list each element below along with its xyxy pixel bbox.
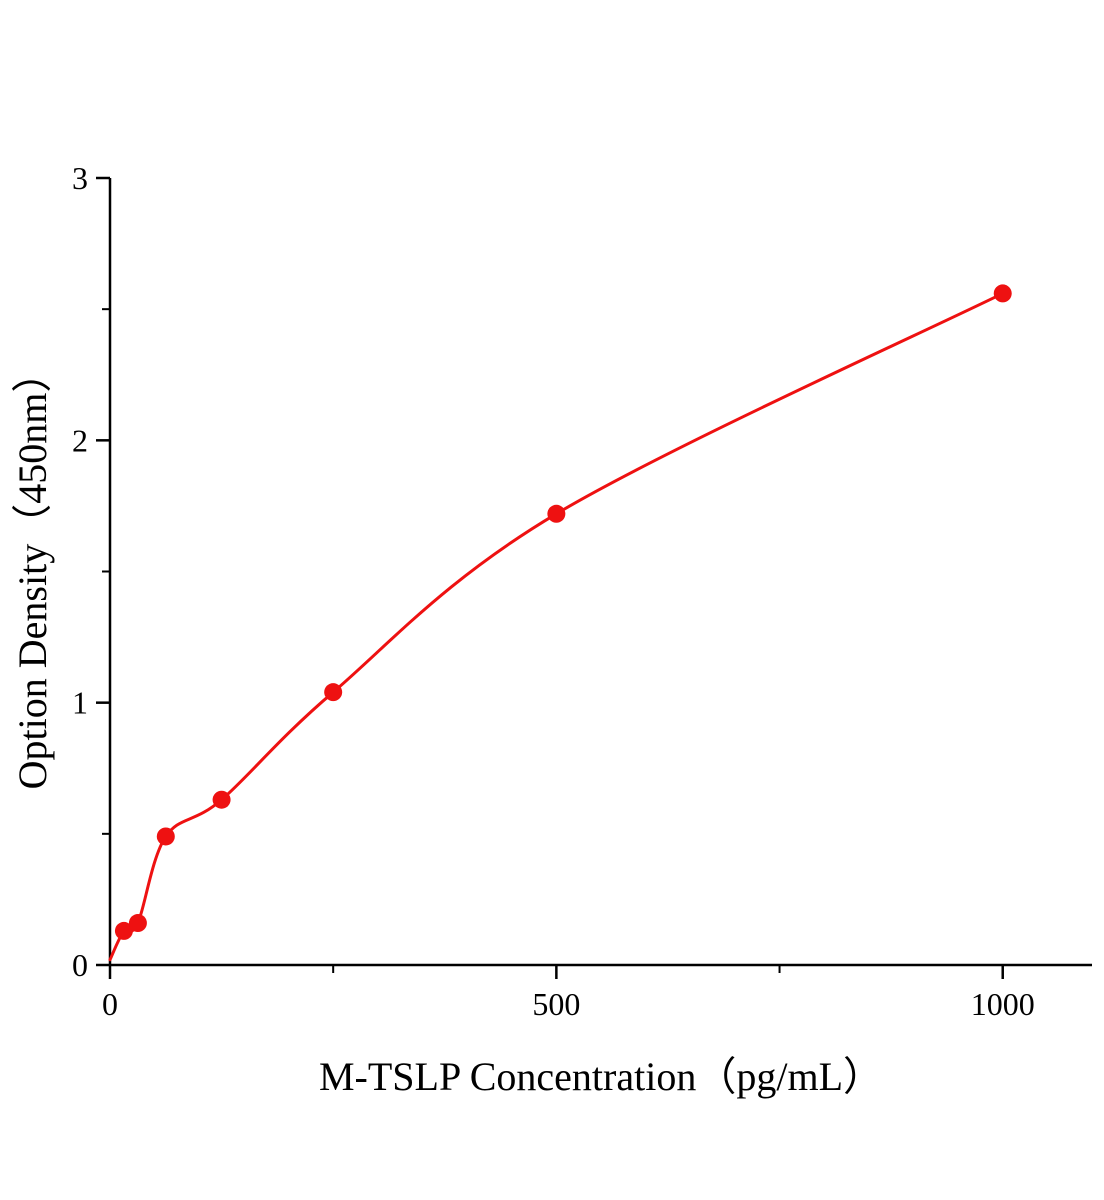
data-point — [324, 683, 343, 702]
data-point — [993, 284, 1012, 303]
x-tick-label: 1000 — [971, 986, 1035, 1022]
data-point — [114, 921, 133, 940]
y-tick-label: 1 — [72, 685, 88, 721]
fitted-curve-line — [108, 291, 1005, 962]
data-point — [156, 827, 175, 846]
x-tick-label: 0 — [102, 986, 118, 1022]
y-tick-label: 2 — [72, 422, 88, 458]
data-point — [547, 504, 566, 523]
x-axis-title: M-TSLP Concentration（pg/mL） — [319, 1054, 883, 1099]
x-tick-label: 500 — [532, 986, 580, 1022]
y-tick-label: 3 — [72, 160, 88, 196]
data-point — [128, 914, 147, 933]
plot-area: 0 500 1000 0 1 2 3 — [72, 160, 1092, 1022]
y-axis-title: Option Density（450nm） — [10, 353, 55, 790]
data-point — [212, 790, 231, 809]
y-tick-label: 0 — [72, 947, 88, 983]
